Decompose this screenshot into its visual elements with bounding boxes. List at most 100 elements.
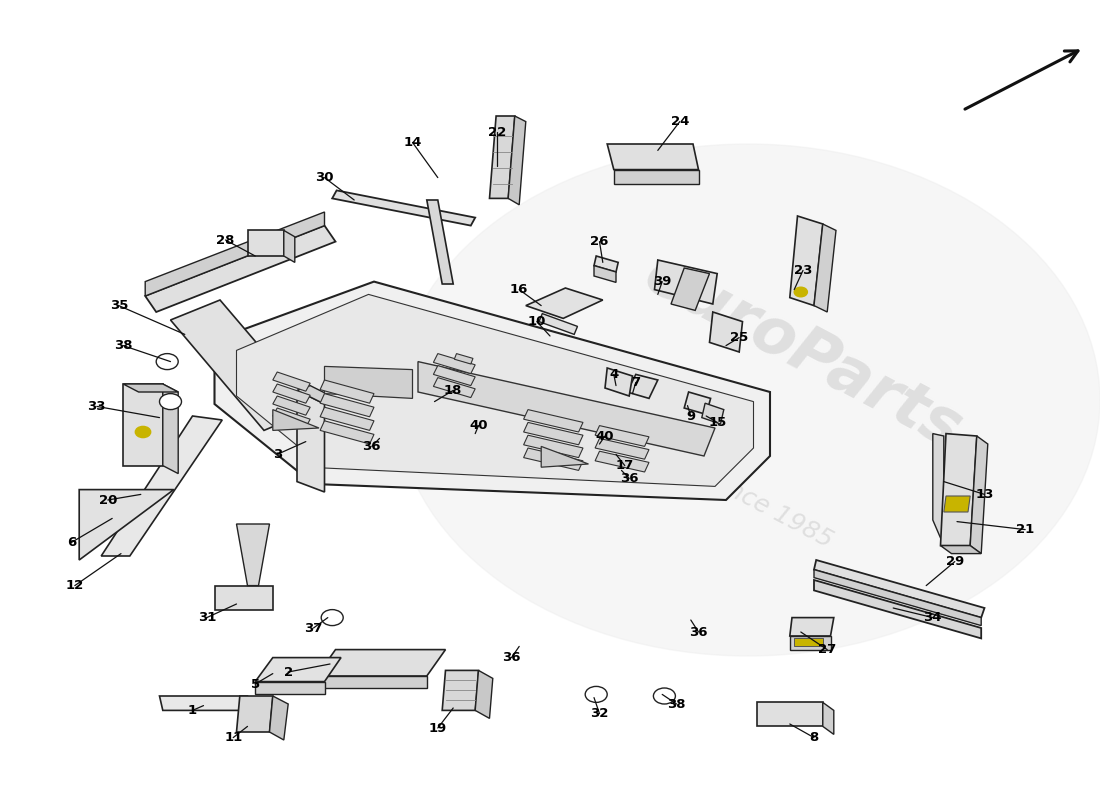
Circle shape <box>321 610 343 626</box>
Polygon shape <box>944 496 970 512</box>
Text: 20: 20 <box>99 494 117 506</box>
Text: 14: 14 <box>404 136 421 149</box>
Polygon shape <box>320 394 374 417</box>
Text: 40: 40 <box>596 430 614 442</box>
Text: 29: 29 <box>946 555 964 568</box>
Text: 1: 1 <box>188 704 197 717</box>
Polygon shape <box>790 636 830 650</box>
Text: 35: 35 <box>110 299 128 312</box>
Text: 4: 4 <box>609 368 618 381</box>
Polygon shape <box>320 421 374 444</box>
Polygon shape <box>524 435 583 458</box>
Polygon shape <box>214 282 770 500</box>
Polygon shape <box>594 256 618 272</box>
Polygon shape <box>145 212 324 296</box>
Text: 24: 24 <box>671 115 689 128</box>
Polygon shape <box>273 396 310 415</box>
Polygon shape <box>539 314 578 334</box>
Polygon shape <box>595 438 649 459</box>
Polygon shape <box>320 407 374 430</box>
Text: 28: 28 <box>217 234 234 246</box>
Polygon shape <box>324 366 412 398</box>
Polygon shape <box>236 294 754 486</box>
Text: euroParts: euroParts <box>634 242 972 462</box>
Text: 21: 21 <box>1016 523 1034 536</box>
Text: 17: 17 <box>616 459 634 472</box>
Polygon shape <box>605 368 632 396</box>
Polygon shape <box>317 676 427 688</box>
Text: 13: 13 <box>976 488 993 501</box>
Polygon shape <box>433 354 475 374</box>
Polygon shape <box>163 384 178 474</box>
Polygon shape <box>273 408 310 427</box>
Polygon shape <box>317 650 446 676</box>
Text: 18: 18 <box>444 384 462 397</box>
Polygon shape <box>526 288 603 318</box>
Polygon shape <box>757 702 823 726</box>
Text: 31: 31 <box>198 611 216 624</box>
Text: 38: 38 <box>668 698 685 710</box>
Polygon shape <box>710 312 742 352</box>
Polygon shape <box>442 670 478 710</box>
Polygon shape <box>236 524 270 586</box>
Polygon shape <box>284 230 295 262</box>
Polygon shape <box>332 190 475 226</box>
Text: 34: 34 <box>924 611 942 624</box>
Text: 30: 30 <box>316 171 333 184</box>
Text: 12: 12 <box>66 579 84 592</box>
Text: 22: 22 <box>488 126 506 138</box>
Polygon shape <box>814 560 984 618</box>
Polygon shape <box>79 490 174 560</box>
Text: 3: 3 <box>273 448 282 461</box>
Polygon shape <box>273 372 310 391</box>
Polygon shape <box>123 384 163 466</box>
Polygon shape <box>475 670 493 718</box>
Polygon shape <box>814 580 981 638</box>
Text: 37: 37 <box>305 622 322 634</box>
Polygon shape <box>248 230 284 256</box>
Polygon shape <box>433 366 475 386</box>
Polygon shape <box>702 403 724 424</box>
Polygon shape <box>270 696 288 740</box>
Text: 38: 38 <box>114 339 132 352</box>
Text: 26: 26 <box>591 235 608 248</box>
Polygon shape <box>297 386 339 404</box>
Polygon shape <box>594 266 616 282</box>
Text: 23: 23 <box>794 264 812 277</box>
Polygon shape <box>427 200 453 284</box>
Text: 36: 36 <box>620 472 638 485</box>
Polygon shape <box>940 434 977 546</box>
Circle shape <box>653 688 675 704</box>
Polygon shape <box>255 682 324 694</box>
Polygon shape <box>123 384 178 392</box>
Polygon shape <box>320 380 374 403</box>
Polygon shape <box>684 392 711 414</box>
Polygon shape <box>433 378 475 398</box>
Polygon shape <box>297 390 324 492</box>
Polygon shape <box>160 696 251 710</box>
Polygon shape <box>790 618 834 636</box>
Text: 11: 11 <box>224 731 242 744</box>
Polygon shape <box>214 586 273 610</box>
Polygon shape <box>273 410 319 430</box>
Circle shape <box>135 426 151 438</box>
Text: 25: 25 <box>730 331 748 344</box>
Polygon shape <box>541 446 589 467</box>
Text: 36: 36 <box>690 626 707 638</box>
Polygon shape <box>654 260 717 304</box>
Text: 2: 2 <box>284 666 293 678</box>
Polygon shape <box>627 374 658 398</box>
Circle shape <box>396 144 1100 656</box>
Text: 16: 16 <box>510 283 528 296</box>
Polygon shape <box>970 436 988 554</box>
Text: 39: 39 <box>653 275 671 288</box>
Polygon shape <box>145 226 336 312</box>
Polygon shape <box>490 116 515 198</box>
Polygon shape <box>170 300 314 430</box>
Polygon shape <box>671 268 710 310</box>
Polygon shape <box>940 546 981 554</box>
Polygon shape <box>814 570 981 626</box>
Text: 40: 40 <box>470 419 487 432</box>
Text: 36: 36 <box>503 651 520 664</box>
Polygon shape <box>418 362 715 456</box>
